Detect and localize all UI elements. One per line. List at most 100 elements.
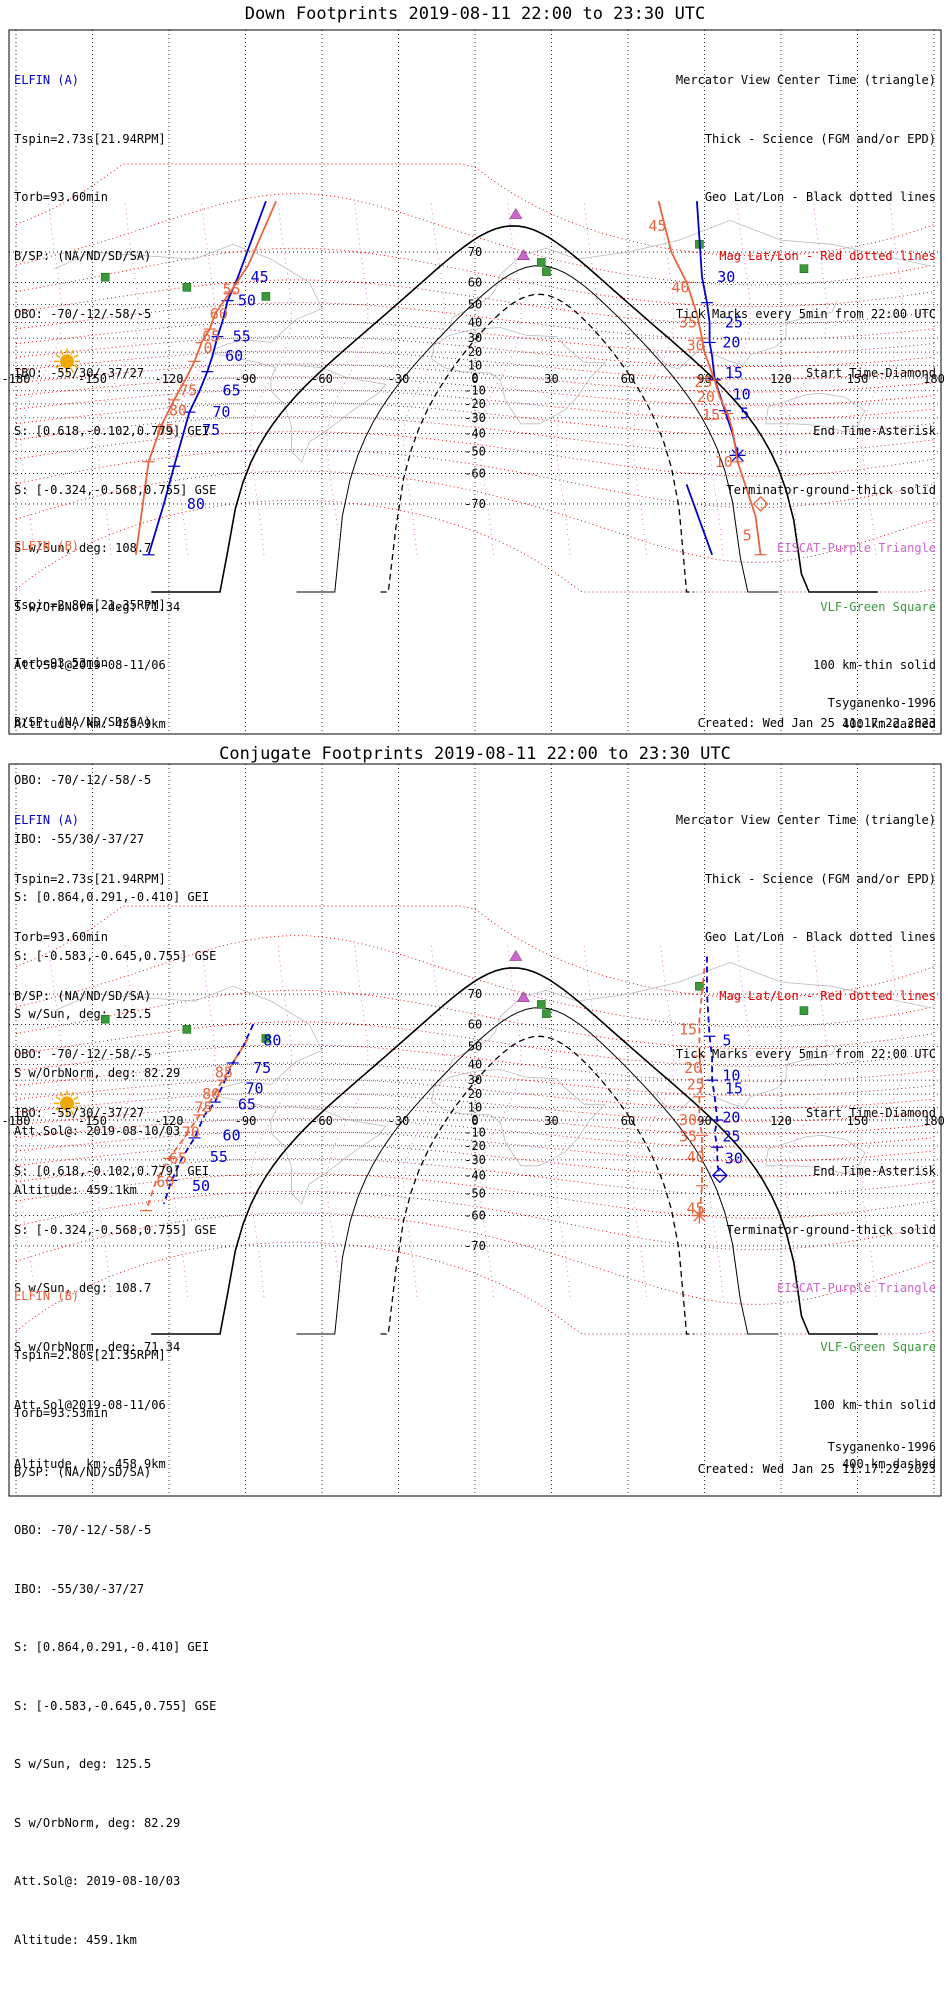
mag-parallel [15, 1190, 935, 1251]
lon-tick-label: -150 [78, 372, 107, 386]
lat-tick-label: 50 [468, 1040, 482, 1054]
terminator-ground [151, 967, 878, 1335]
lon-tick-label: 180 [923, 372, 945, 386]
legend-item: Geo Lat/Lon - Black dotted lines [704, 930, 936, 944]
elfin-b-label: ELFIN (B) [14, 539, 80, 553]
info-line: Tspin=2.80s[21.35RPM] [14, 597, 166, 612]
vlf-square-marker [261, 1034, 271, 1043]
time-tick-label: 30 [717, 268, 735, 286]
info-line: B/SP: (NA/ND/SD/SA) [14, 1464, 152, 1479]
time-tick-label: 75 [202, 421, 220, 439]
legend-item: Mag Lat/Lon - Red dotted lines [719, 248, 936, 263]
eiscat-triangle-marker [509, 949, 523, 961]
vlf-square-marker [695, 981, 704, 991]
time-tick-label: 20 [722, 1108, 740, 1126]
mag-parallel [15, 1144, 935, 1178]
map-frame [8, 29, 942, 735]
start-diamond-marker [711, 1167, 728, 1184]
time-tick-label: 75 [179, 382, 197, 400]
footprint-track [163, 1024, 255, 1205]
time-tick-label: 5 [722, 1032, 731, 1050]
time-tick-label: 20 [697, 388, 715, 406]
info-line: IBO: -55/30/-37/27 [14, 831, 145, 846]
lon-tick-label: 90 [697, 372, 711, 386]
coastline [449, 219, 929, 330]
footprint-track [696, 201, 739, 456]
time-tick-label: 20 [722, 333, 740, 351]
legend-item: Tick Marks every 5min from 22:00 UTC [675, 307, 936, 321]
lon-tick-label: 120 [770, 372, 792, 386]
lat-tick-label: 50 [468, 298, 482, 312]
info-line: S: [0.864,0.291,-0.410] GEI [14, 890, 210, 904]
time-tick-label: 60 [223, 1126, 241, 1144]
info-line: B/SP: (NA/ND/SD/SA) [14, 714, 152, 729]
created-timestamp: Created: Wed Jan 25 11:17:22 2023 [697, 1462, 936, 1476]
terminator-ground [151, 225, 878, 593]
down-footprints-map: -180 -150 -120 -90 -60 -30 0 30 60 90 120 150 180 -70… [2, 29, 945, 735]
time-tick-label: 70 [195, 339, 213, 357]
legend-item: End Time-Asterisk [813, 424, 936, 438]
mag-parallel [15, 989, 935, 1050]
info-line: S w/Sun, deg: 125.5 [14, 1007, 152, 1021]
legend-item: Geo Lat/Lon - Black dotted lines [704, 190, 936, 204]
lat-tick-label: 0 [471, 371, 478, 385]
mag-parallel [15, 415, 935, 454]
time-tick-label: 45 [251, 268, 269, 286]
mag-parallel [15, 1118, 935, 1148]
mag-parallel [15, 1157, 935, 1196]
legend-item: EISCAT-Purple Triangle [777, 1281, 936, 1295]
info-line: OBO: -70/-12/-58/-5 [14, 1047, 152, 1061]
lat-tick-label: -30 [464, 411, 486, 425]
time-tick-label: 10 [715, 453, 733, 471]
vlf-square-marker [261, 292, 271, 301]
info-line: S w/OrbNorm, deg: 82.29 [14, 1065, 181, 1080]
start-diamond-marker [752, 496, 769, 512]
mag-parallel [15, 1131, 935, 1162]
elfin-a-label: ELFIN (A) [14, 813, 80, 827]
map-frame [8, 763, 942, 1497]
footprint-track [706, 956, 721, 1176]
info-line: S: [0.618,-0.102,0.779] GEI [14, 424, 210, 438]
lon-tick-label: 60 [621, 1114, 635, 1128]
vlf-square-marker [536, 1000, 546, 1009]
info-line: Att.Sol@2019-08-11/06 [14, 1398, 166, 1412]
time-tick-label: 5 [743, 527, 752, 545]
info-line: Altitude: 459.1km [14, 1932, 137, 1947]
eiscat-triangle-marker [516, 249, 530, 260]
lon-tick-label: -120 [155, 372, 184, 386]
time-tick-label: 30 [679, 1111, 697, 1129]
time-tick-label: 70 [246, 1080, 264, 1098]
legend-item: 400 km-dashed [842, 1456, 936, 1471]
sun-icon [54, 1090, 80, 1117]
time-tick-label: 35 [679, 314, 697, 332]
time-tick-label: 20 [684, 1059, 702, 1077]
info-line: B/SP: (NA/ND/SD/SA) [14, 248, 152, 263]
time-tick-label: 25 [722, 1128, 740, 1146]
legend-item: Thick - Science (FGM and/or EPD) [704, 131, 936, 146]
mag-parallel [15, 448, 935, 509]
time-tick-label: 55 [210, 1148, 228, 1166]
legend-item: End Time-Asterisk [813, 1164, 936, 1178]
elfin-a-label: ELFIN (A) [14, 73, 80, 87]
info-line: Tspin=2.73s[21.94RPM] [14, 871, 166, 886]
elfin-b-label: ELFIN (B) [14, 1289, 80, 1303]
coastline [653, 300, 838, 370]
time-tick-label: 30 [725, 1149, 743, 1167]
time-tick-label: 10 [722, 1067, 740, 1085]
mag-parallel [15, 247, 935, 308]
lat-tick-label: 10 [468, 1100, 482, 1114]
model-label: Tsyganenko-1996 [827, 696, 936, 710]
coastline [431, 327, 606, 425]
lon-tick-label: -90 [235, 1114, 257, 1128]
time-tick-label: 65 [202, 328, 220, 346]
legend-item: Tick Marks every 5min from 22:00 UTC [675, 1047, 936, 1061]
lat-tick-label: 0 [471, 1113, 478, 1127]
info-line: Tspin=2.73s[21.94RPM] [14, 131, 166, 146]
legend-item: EISCAT-Purple Triangle [777, 541, 936, 555]
lat-tick-label: -40 [464, 426, 486, 440]
lon-tick-label: 30 [544, 372, 558, 386]
legend-item: 100 km-thin solid [813, 658, 936, 672]
lat-tick-label: 20 [468, 1087, 482, 1101]
